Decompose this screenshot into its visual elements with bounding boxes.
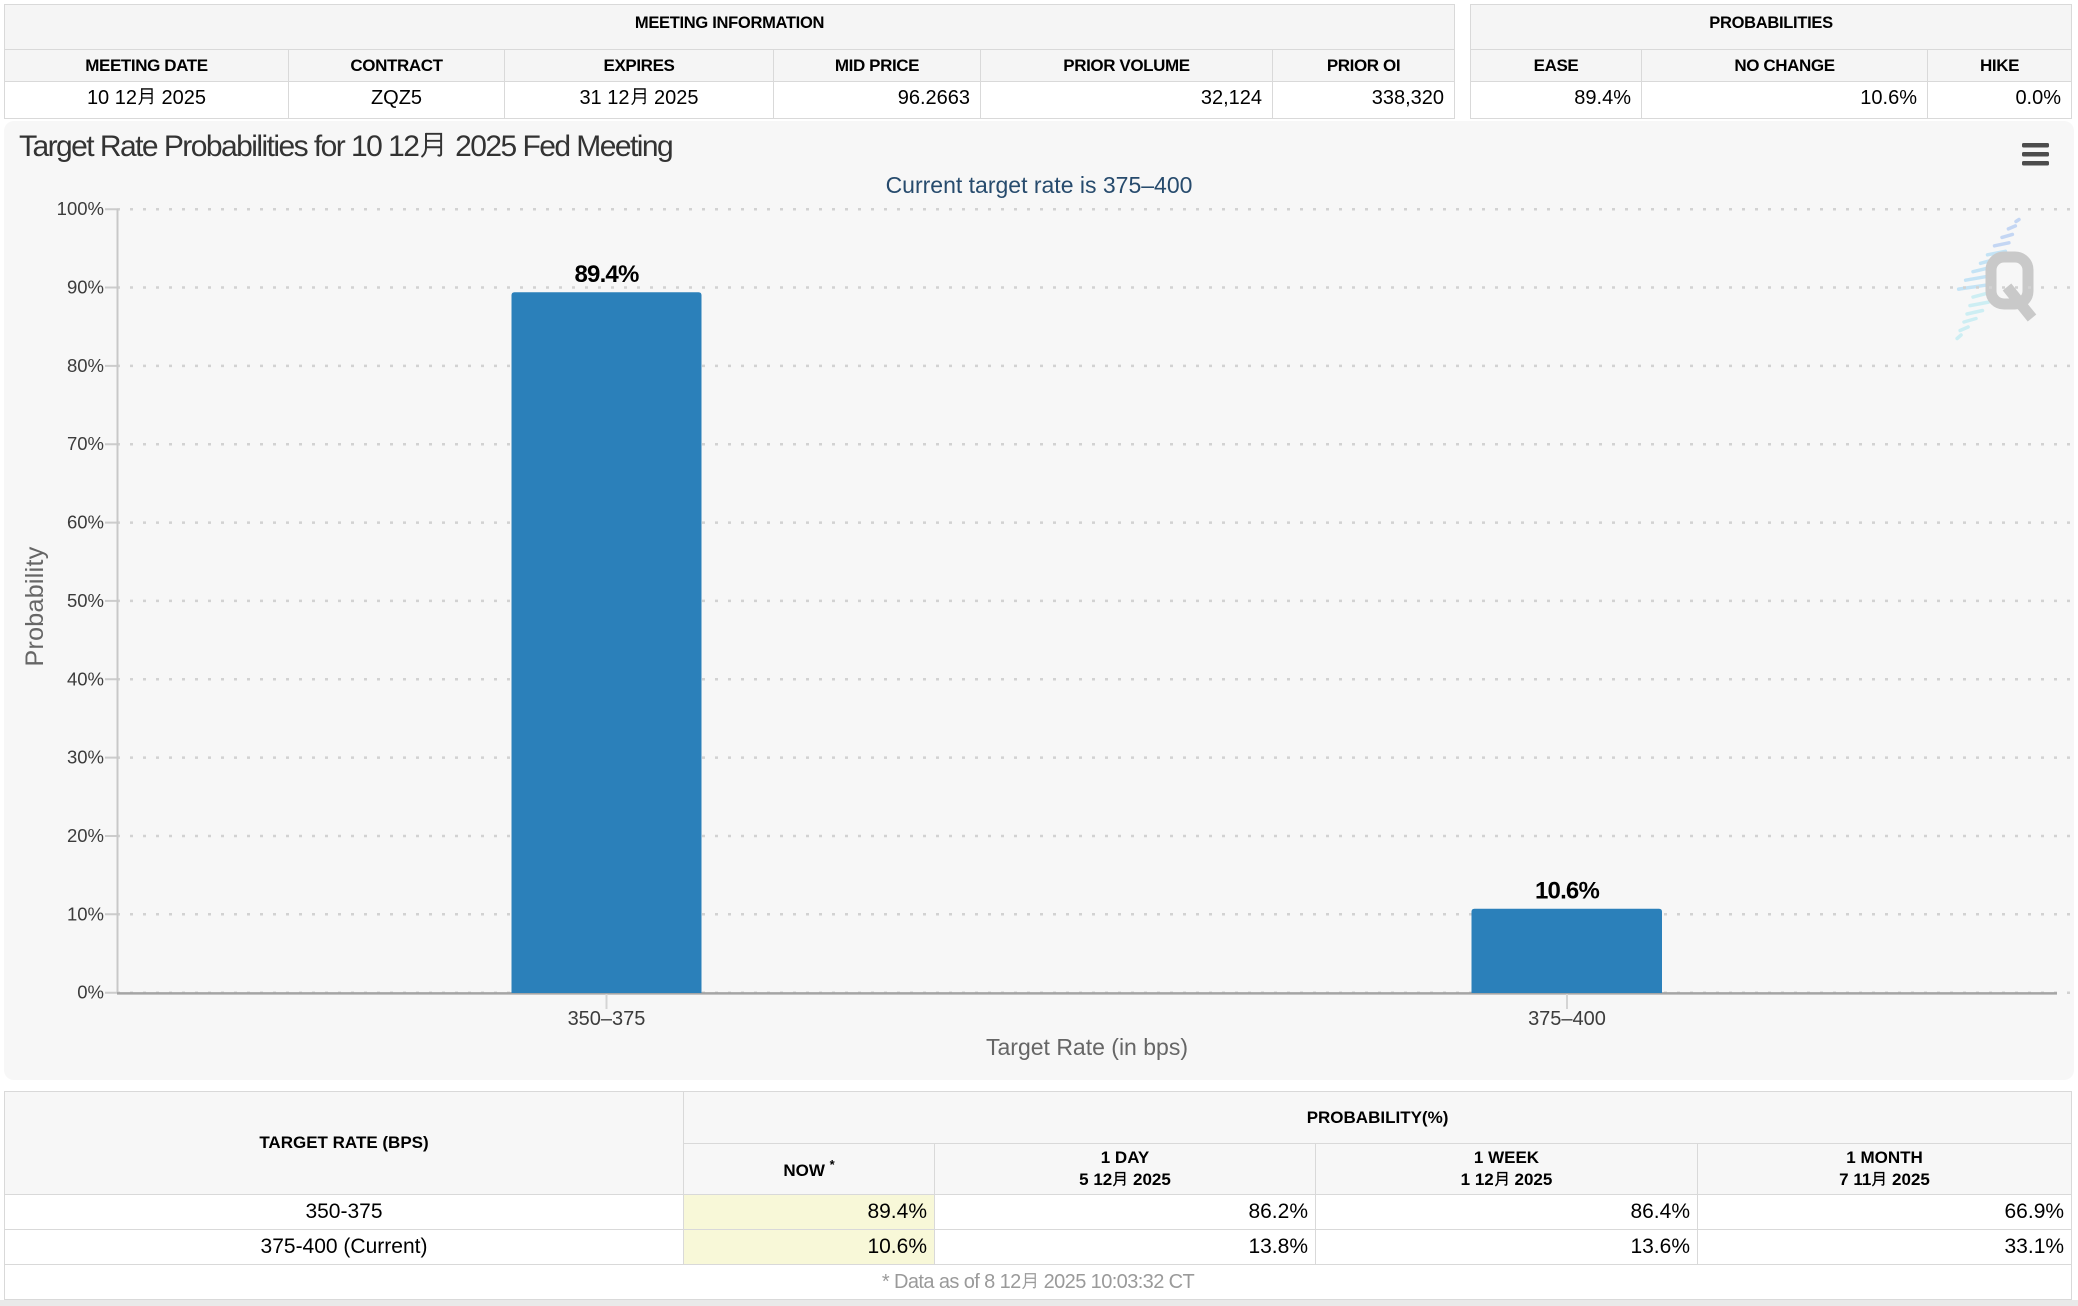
svg-text:100%: 100% — [57, 198, 104, 219]
svg-text:20%: 20% — [67, 825, 104, 846]
svg-text:Target Rate (in bps): Target Rate (in bps) — [986, 1034, 1188, 1060]
svg-text:90%: 90% — [67, 277, 104, 298]
svg-text:50%: 50% — [67, 590, 104, 611]
svg-text:30%: 30% — [67, 747, 104, 768]
svg-text:350–375: 350–375 — [568, 1008, 646, 1030]
svg-text:89.4%: 89.4% — [574, 261, 639, 288]
svg-text:375–400: 375–400 — [1528, 1008, 1606, 1030]
svg-text:10.6%: 10.6% — [1535, 878, 1600, 905]
svg-text:70%: 70% — [67, 433, 104, 454]
svg-text:0%: 0% — [77, 982, 104, 1003]
svg-text:60%: 60% — [67, 512, 104, 533]
svg-text:80%: 80% — [67, 355, 104, 376]
svg-text:10%: 10% — [67, 903, 104, 924]
svg-text:Probability: Probability — [21, 546, 49, 666]
svg-text:40%: 40% — [67, 668, 104, 689]
